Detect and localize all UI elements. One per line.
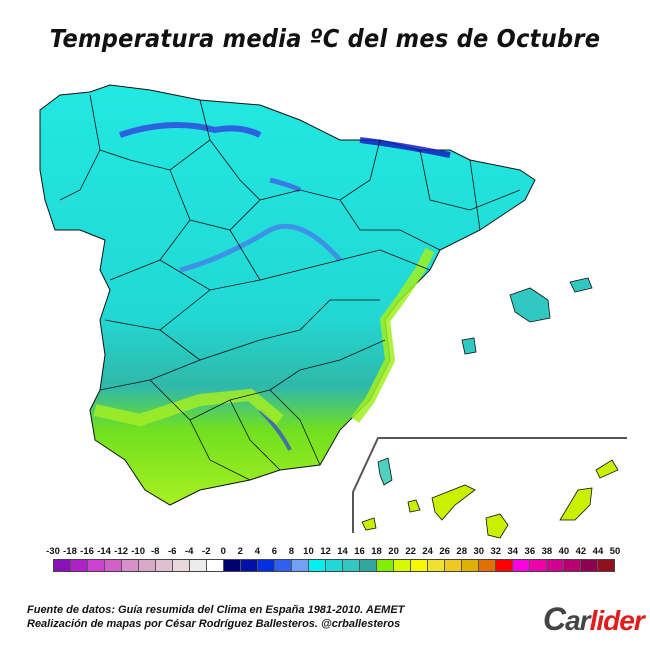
legend-swatch bbox=[54, 560, 71, 571]
legend-tick: 0 bbox=[220, 546, 226, 557]
menorca bbox=[569, 277, 593, 293]
legend-tick: 34 bbox=[507, 546, 519, 557]
legend-swatch bbox=[343, 560, 360, 571]
el-hierro bbox=[361, 517, 377, 531]
legend-tick: -12 bbox=[114, 546, 128, 557]
legend-swatch bbox=[224, 560, 241, 571]
legend-tick: -4 bbox=[185, 546, 194, 557]
ibiza bbox=[461, 337, 477, 355]
legend-swatch bbox=[309, 560, 326, 571]
legend-swatch bbox=[258, 560, 275, 571]
legend-tick: 28 bbox=[456, 546, 468, 557]
legend-tick: -30 bbox=[46, 546, 60, 557]
legend-color-bar bbox=[53, 559, 615, 572]
legend-ticks: -30 -18 -16 -14 -12 -10 -8 -6 -4 -2 0 2 4 6 8 10 12 14 16 1… bbox=[46, 546, 620, 558]
legend-tick: 36 bbox=[524, 546, 536, 557]
legend-tick: 12 bbox=[320, 546, 331, 557]
legend-swatch bbox=[122, 560, 139, 571]
legend-tick: 40 bbox=[558, 546, 570, 557]
legend-tick: 14 bbox=[337, 546, 348, 557]
legend-swatch bbox=[292, 560, 309, 571]
gran-canaria bbox=[485, 513, 509, 539]
legend-swatch bbox=[581, 560, 598, 571]
map-title: Temperatura media ºC del mes de Octubre bbox=[49, 24, 601, 53]
legend-tick: -18 bbox=[63, 546, 77, 557]
legend-swatch bbox=[462, 560, 479, 571]
legend-tick: 32 bbox=[490, 546, 502, 557]
legend-swatch bbox=[88, 560, 105, 571]
legend-tick: 30 bbox=[473, 546, 485, 557]
legend-tick: 16 bbox=[354, 546, 365, 557]
legend-swatch bbox=[445, 560, 462, 571]
legend-tick: 2 bbox=[237, 546, 243, 557]
legend-tick: 26 bbox=[439, 546, 450, 557]
legend-swatch bbox=[411, 560, 428, 571]
legend-tick: 10 bbox=[303, 546, 314, 557]
mallorca bbox=[509, 287, 551, 323]
legend-tick: 4 bbox=[254, 546, 261, 557]
legend-swatch bbox=[173, 560, 190, 571]
legend-tick: -8 bbox=[150, 546, 160, 557]
legend-swatch bbox=[598, 560, 614, 571]
legend-swatch bbox=[479, 560, 496, 571]
la-gomera bbox=[407, 499, 421, 513]
legend-swatch bbox=[207, 560, 224, 571]
legend-swatch bbox=[377, 560, 394, 571]
legend-tick: 20 bbox=[388, 546, 399, 557]
legend-swatch bbox=[71, 560, 88, 571]
fuerteventura bbox=[559, 487, 593, 521]
legend-tick: 38 bbox=[541, 546, 553, 557]
carlider-logo: Carlider bbox=[543, 601, 645, 637]
legend-swatch bbox=[360, 560, 377, 571]
legend-tick: 22 bbox=[405, 546, 416, 557]
la-palma bbox=[377, 457, 393, 486]
legend-tick: 6 bbox=[271, 546, 278, 557]
legend-tick: 42 bbox=[575, 546, 587, 557]
canary-inset-frame bbox=[352, 437, 627, 533]
legend-swatch bbox=[105, 560, 122, 571]
legend-tick: 18 bbox=[371, 546, 382, 557]
legend-tick: -14 bbox=[97, 546, 111, 557]
legend-swatch bbox=[530, 560, 547, 571]
legend-swatch bbox=[394, 560, 411, 571]
legend-tick: 24 bbox=[422, 546, 433, 557]
legend-swatch bbox=[547, 560, 564, 571]
legend-tick: 8 bbox=[288, 546, 295, 557]
legend-swatch bbox=[241, 560, 258, 571]
tenerife bbox=[431, 484, 476, 521]
legend-tick: -2 bbox=[202, 546, 211, 557]
legend-swatch bbox=[496, 560, 513, 571]
temperature-map bbox=[39, 84, 627, 539]
legend-swatch bbox=[513, 560, 530, 571]
legend-tick: 50 bbox=[609, 546, 621, 557]
legend-swatch bbox=[275, 560, 292, 571]
legend-swatch bbox=[564, 560, 581, 571]
lanzarote bbox=[595, 459, 619, 479]
credits-author: Realización de mapas por César Rodríguez… bbox=[27, 618, 401, 630]
legend-swatch bbox=[190, 560, 207, 571]
credits: Fuente de datos: Guía resumida del Clima… bbox=[27, 603, 404, 631]
legend-tick: 44 bbox=[592, 546, 604, 557]
legend-swatch bbox=[428, 560, 445, 571]
legend-swatch bbox=[139, 560, 156, 571]
legend-swatch bbox=[156, 560, 173, 571]
legend-tick: -10 bbox=[131, 546, 146, 557]
credits-source: Fuente de datos: Guía resumida del Clima… bbox=[27, 604, 405, 616]
color-legend: -30 -18 -16 -14 -12 -10 -8 -6 -4 -2 0 2 4 6 8 10 12 14 16 1… bbox=[46, 546, 620, 572]
legend-swatch bbox=[326, 560, 343, 571]
legend-tick: -16 bbox=[80, 546, 94, 557]
legend-tick: -6 bbox=[167, 546, 177, 557]
